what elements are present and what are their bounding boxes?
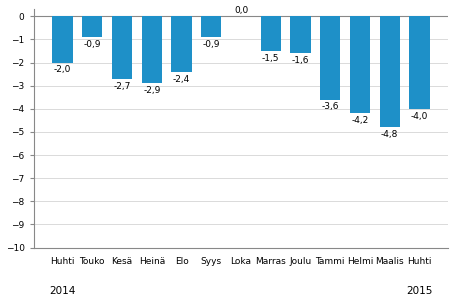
Text: -2,4: -2,4 (173, 75, 190, 84)
Text: -1,6: -1,6 (292, 56, 309, 65)
Bar (291, 16, 311, 53)
Bar (112, 16, 132, 79)
Bar (53, 16, 73, 63)
Text: -4,8: -4,8 (381, 130, 399, 139)
Bar (380, 16, 400, 127)
Bar (201, 16, 222, 37)
Bar (261, 16, 281, 51)
Text: 2015: 2015 (406, 286, 433, 297)
Text: -1,5: -1,5 (262, 54, 280, 63)
Text: -3,6: -3,6 (321, 102, 339, 111)
Text: -4,0: -4,0 (411, 111, 428, 120)
Text: -2,0: -2,0 (54, 65, 71, 74)
Text: 2014: 2014 (49, 286, 76, 297)
Bar (142, 16, 162, 83)
Bar (172, 16, 192, 72)
Text: -2,7: -2,7 (114, 82, 131, 91)
Bar (320, 16, 340, 100)
Text: 0,0: 0,0 (234, 6, 248, 15)
Text: -0,9: -0,9 (84, 40, 101, 49)
Text: -0,9: -0,9 (202, 40, 220, 49)
Text: -4,2: -4,2 (351, 116, 369, 125)
Text: -2,9: -2,9 (143, 86, 160, 95)
Bar (350, 16, 370, 114)
Bar (82, 16, 103, 37)
Bar (410, 16, 429, 109)
